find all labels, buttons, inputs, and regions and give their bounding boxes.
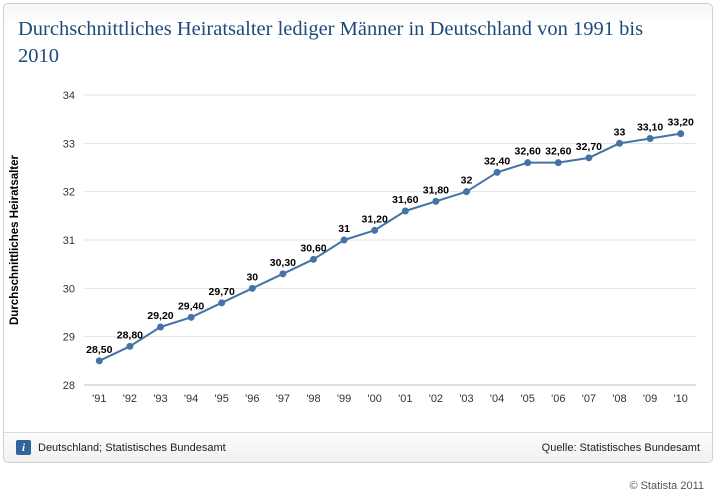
footer-bar: i Deutschland; Statistisches Bundesamt Q… — [4, 432, 712, 462]
footer-left-text: Deutschland; Statistisches Bundesamt — [38, 441, 226, 454]
data-point-label: 30,60 — [300, 243, 326, 255]
data-point-marker — [340, 236, 348, 244]
data-point-label: 28,50 — [86, 344, 112, 356]
data-point-marker — [371, 227, 379, 235]
data-point-label: 33 — [614, 127, 626, 139]
x-tick-label: '10 — [674, 393, 688, 405]
x-tick-label: '01 — [398, 393, 412, 405]
x-tick-label: '09 — [643, 393, 657, 405]
x-tick-label: '07 — [582, 393, 596, 405]
x-tick-label: '92 — [123, 393, 137, 405]
data-point-marker — [646, 135, 654, 143]
x-tick-label: '03 — [459, 393, 473, 405]
x-tick-label: '98 — [306, 393, 320, 405]
data-point-label: 30 — [246, 272, 258, 284]
x-tick-label: '93 — [153, 393, 167, 405]
data-point-marker — [401, 207, 409, 215]
data-point-marker — [432, 198, 440, 206]
data-point-marker — [585, 154, 593, 162]
data-point-marker — [524, 159, 532, 167]
data-point-marker — [616, 140, 623, 148]
x-tick-label: '08 — [612, 393, 626, 405]
data-point-marker — [187, 314, 195, 322]
y-tick-label: 32 — [63, 187, 75, 199]
data-point-label: 32,60 — [545, 146, 571, 158]
data-point-label: 31,60 — [392, 194, 418, 206]
x-tick-label: '91 — [92, 393, 106, 405]
data-point-label: 28,80 — [117, 330, 143, 342]
data-point-marker — [218, 299, 226, 307]
data-point-label: 29,40 — [178, 301, 204, 313]
data-point-marker — [310, 256, 317, 264]
chart-area: 28 29 30 31 32 33 34 '91 '92 '93 '94 '95 '96 '97 '98 '9… — [4, 79, 712, 417]
data-point-marker — [279, 270, 287, 278]
data-point-label: 33,10 — [637, 122, 663, 134]
footer-right-text: Quelle: Statistisches Bundesamt — [541, 441, 700, 454]
data-point-marker — [126, 343, 134, 351]
data-point-marker — [157, 323, 164, 331]
data-point-marker — [95, 357, 103, 365]
data-point-label: 31,80 — [423, 185, 449, 197]
data-point-label: 30,30 — [270, 257, 296, 269]
data-point-label: 29,70 — [209, 286, 235, 298]
x-tick-label: '95 — [215, 393, 229, 405]
y-tick-label: 34 — [63, 90, 75, 102]
x-tick-label: '04 — [490, 393, 504, 405]
y-tick-label: 29 — [63, 332, 75, 344]
y-axis-title: Durchschnittliches Heiratsalter — [9, 155, 21, 326]
data-point-marker — [493, 169, 501, 177]
data-point-marker — [554, 159, 562, 167]
x-tick-label: '96 — [245, 393, 259, 405]
series-line — [98, 132, 682, 363]
data-point-label: 32,60 — [515, 146, 541, 158]
info-icon[interactable]: i — [16, 440, 31, 455]
data-point-label: 31,20 — [362, 214, 388, 226]
footer-source-left: i Deutschland; Statistisches Bundesamt — [16, 440, 226, 455]
data-point-marker — [463, 188, 470, 196]
x-tick-label: '99 — [337, 393, 351, 405]
chart-title: Durchschnittliches Heiratsalter lediger … — [18, 18, 644, 67]
x-tick-label: '97 — [276, 393, 290, 405]
x-tick-label: '05 — [521, 393, 535, 405]
x-tick-label: '02 — [429, 393, 443, 405]
data-point-label: 32,40 — [484, 156, 510, 168]
x-tick-label: '94 — [184, 393, 198, 405]
x-tick-label: '06 — [551, 393, 565, 405]
data-point-label: 29,20 — [147, 310, 173, 322]
y-tick-label: 30 — [63, 284, 75, 296]
x-tick-label: '00 — [368, 393, 382, 405]
y-tick-label: 31 — [63, 235, 75, 247]
data-point-label: 31 — [338, 223, 350, 235]
data-point-label: 32 — [461, 175, 473, 187]
data-point-label: 33,20 — [668, 117, 694, 129]
data-point-marker — [248, 285, 256, 293]
data-point-marker — [677, 130, 685, 138]
copyright-text: © Statista 2011 — [629, 480, 704, 492]
data-point-label: 32,70 — [576, 141, 602, 153]
chart-panel: Durchschnittliches Heiratsalter lediger … — [3, 3, 713, 463]
y-tick-label: 33 — [63, 139, 75, 151]
line-chart: 28 29 30 31 32 33 34 '91 '92 '93 '94 '95 '96 '97 '98 '9… — [9, 90, 696, 405]
y-tick-label: 28 — [63, 380, 75, 392]
